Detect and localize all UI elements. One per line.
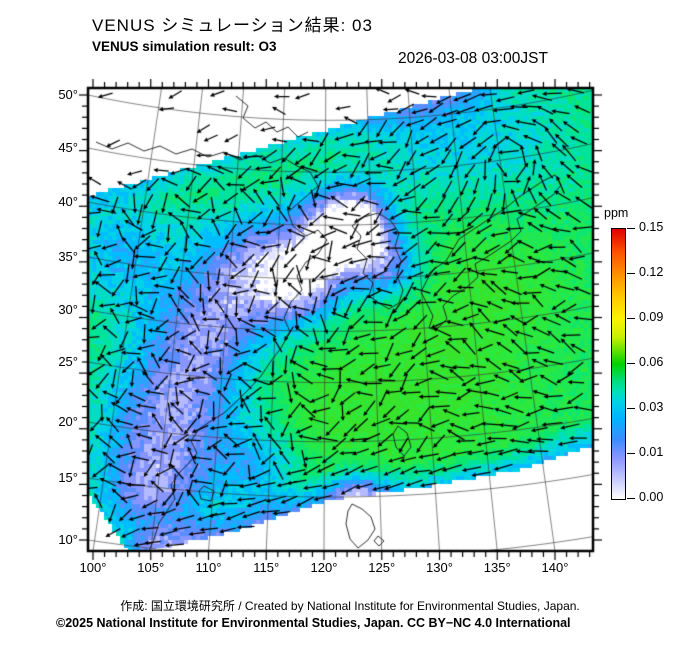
colorbar-tick-mark (627, 498, 635, 499)
colorbar-tick-label: 0.06 (639, 355, 664, 369)
y-axis-label: 40° (58, 194, 78, 209)
x-axis-label: 140° (541, 560, 569, 575)
colorbar-tick-mark (627, 453, 635, 454)
y-axis-label: 35° (58, 249, 78, 264)
colorbar-tick-label: 0.03 (639, 400, 664, 414)
x-axis-label: 120° (310, 560, 338, 575)
y-axis-label: 20° (58, 414, 78, 429)
y-axis-label: 25° (58, 354, 78, 369)
y-axis-label: 50° (58, 87, 78, 102)
colorbar-tick-mark (627, 408, 635, 409)
x-axis-label: 130° (426, 560, 453, 575)
y-axis-label: 45° (58, 140, 78, 155)
x-axis-label: 115° (253, 560, 280, 575)
x-axis-label: 125° (368, 560, 396, 575)
y-axis-label: 30° (58, 302, 78, 317)
y-axis-label: 10° (58, 532, 78, 547)
colorbar-tick-label: 0.00 (639, 490, 664, 504)
colorbar-tick-mark (627, 363, 635, 364)
colorbar-gradient (611, 228, 626, 500)
colorbar-tick-mark (627, 228, 635, 229)
x-axis-label: 105° (137, 560, 165, 575)
colorbar-unit-label: ppm (604, 206, 629, 220)
colorbar-tick-label: 0.12 (639, 265, 664, 279)
x-axis-label: 110° (195, 560, 222, 575)
footer-credit: 作成: 国立環境研究所 / Created by National Instit… (120, 599, 580, 613)
colorbar-tick-mark (627, 273, 635, 274)
y-axis-label: 15° (58, 470, 78, 485)
x-axis-label: 100° (79, 560, 107, 575)
colorbar-tick-label: 0.15 (639, 220, 664, 234)
colorbar-tick-label: 0.09 (639, 310, 664, 324)
colorbar-tick-mark (627, 318, 635, 319)
x-axis-label: 135° (483, 560, 511, 575)
footer-license: ©2025 National Institute for Environment… (56, 616, 571, 630)
colorbar-tick-label: 0.01 (639, 445, 664, 459)
